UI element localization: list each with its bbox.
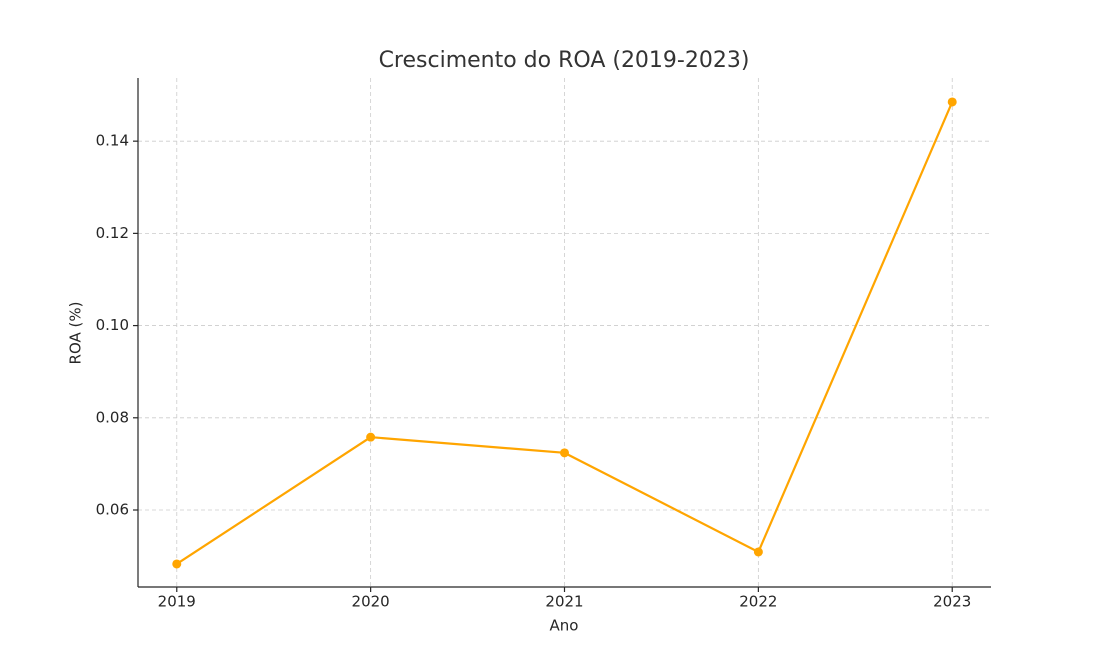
point <box>172 559 182 569</box>
point <box>947 97 957 107</box>
y-tick-label: 0.06 <box>96 501 129 519</box>
x-tick-label: 2021 <box>545 593 583 611</box>
point <box>753 547 763 557</box>
y-tick-label: 0.08 <box>96 408 129 426</box>
point <box>560 448 569 458</box>
x-tick-label: 2022 <box>739 593 777 611</box>
y-tick-label: 0.14 <box>96 132 129 150</box>
point <box>366 432 376 442</box>
x-tick-label: 2023 <box>933 593 971 611</box>
x-tick-label: 2020 <box>352 593 390 611</box>
x-axis-label: Ano <box>550 617 579 635</box>
y-axis-label: ROA (%) <box>67 302 85 365</box>
y-tick-label: 0.12 <box>96 224 129 242</box>
chart-title: Crescimento do ROA (2019-2023) <box>379 48 750 73</box>
x-tick-label: 2019 <box>158 593 196 611</box>
y-tick-label: 0.10 <box>96 316 129 334</box>
